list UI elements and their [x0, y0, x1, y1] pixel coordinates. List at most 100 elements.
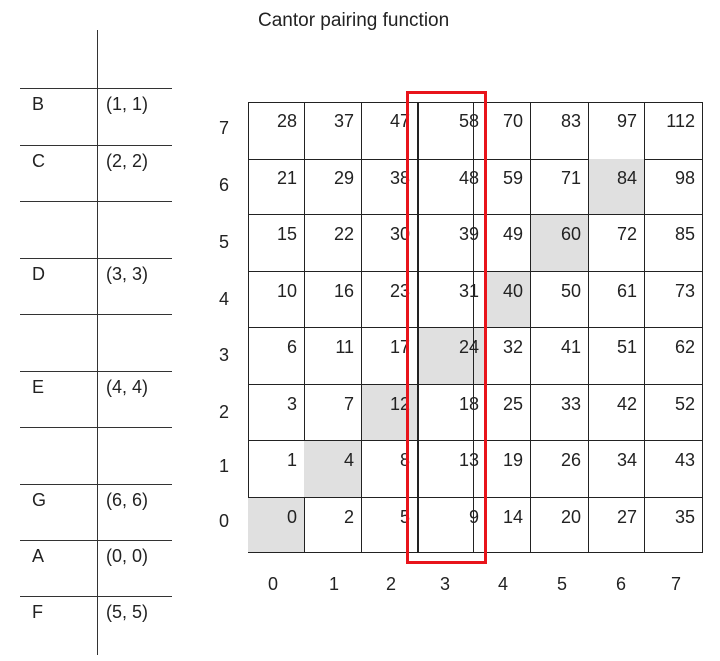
row-label: 1 — [218, 456, 229, 476]
grid-cell: 34 — [589, 441, 645, 498]
pair-table-row-line — [20, 427, 172, 428]
pair-table-letter: B — [32, 94, 45, 114]
grid-cell: 32 — [487, 328, 531, 385]
pair-table-pair: (5, 5) — [106, 602, 149, 622]
grid-cell: 26 — [531, 441, 589, 498]
grid-cell: 1 — [248, 441, 305, 498]
column-label: 1 — [328, 574, 339, 594]
grid-cell: 18 — [418, 385, 487, 441]
grid-cell: 71 — [531, 159, 589, 215]
pair-table-pair: (2, 2) — [106, 151, 149, 171]
row-label: 6 — [218, 175, 229, 195]
pair-table-pair: (4, 4) — [106, 377, 149, 397]
grid-cell: 0 — [248, 498, 305, 553]
pair-table-pair: (6, 6) — [106, 490, 149, 510]
grid-cell: 25 — [487, 385, 531, 441]
grid-cell: 61 — [589, 272, 645, 328]
grid-cell: 12 — [362, 385, 418, 441]
grid-cell: 43 — [645, 441, 703, 498]
grid-cell: 58 — [418, 102, 487, 160]
grid-cell: 73 — [645, 272, 703, 328]
grid-cell: 47 — [362, 102, 418, 160]
grid-cell: 22 — [304, 215, 362, 272]
grid-cell: 83 — [531, 102, 589, 160]
grid-cell: 33 — [531, 385, 589, 441]
pair-table-row-line — [20, 88, 172, 89]
grid-cell: 5 — [362, 498, 418, 553]
grid-cell: 19 — [487, 441, 531, 498]
grid-cell: 31 — [418, 272, 487, 328]
grid-cell: 27 — [589, 498, 645, 553]
column-label: 4 — [497, 574, 508, 594]
row-label: 3 — [218, 345, 229, 365]
grid-cell: 16 — [304, 272, 362, 328]
grid-cell: 24 — [418, 328, 487, 385]
grid-cell: 21 — [248, 159, 305, 215]
grid-cell: 97 — [589, 102, 645, 160]
pair-table-letter: F — [32, 602, 43, 622]
grid-cell: 70 — [487, 102, 531, 160]
grid-cell: 98 — [645, 159, 703, 215]
grid-cell: 72 — [589, 215, 645, 272]
grid-cell: 62 — [645, 328, 703, 385]
grid-cell: 37 — [304, 102, 362, 160]
pair-table-row-line — [20, 314, 172, 315]
grid-cell: 85 — [645, 215, 703, 272]
grid-cell: 29 — [304, 159, 362, 215]
column-label: 0 — [267, 574, 278, 594]
pair-table-row-line — [20, 596, 172, 597]
grid-cell: 41 — [531, 328, 589, 385]
grid-cell: 17 — [362, 328, 418, 385]
pair-table-letter: G — [32, 490, 47, 510]
pair-table-row-line — [20, 145, 172, 146]
column-label: 6 — [615, 574, 626, 594]
pair-table-pair: (0, 0) — [106, 546, 149, 566]
grid-cell: 3 — [248, 385, 305, 441]
pair-table-row-line — [20, 201, 172, 202]
grid-cell: 2 — [304, 498, 362, 553]
row-label: 7 — [218, 118, 229, 138]
column-label: 7 — [670, 574, 681, 594]
pair-table-letter: D — [32, 264, 45, 284]
grid-cell: 15 — [248, 215, 305, 272]
grid-cell: 48 — [418, 159, 487, 215]
grid-cell: 49 — [487, 215, 531, 272]
row-label: 0 — [218, 511, 229, 531]
column-label: 5 — [556, 574, 567, 594]
grid-cell: 38 — [362, 159, 418, 215]
grid-cell: 4 — [304, 441, 362, 498]
pair-table-row-line — [20, 371, 172, 372]
grid-cell: 35 — [645, 498, 703, 553]
grid-cell: 84 — [589, 159, 645, 215]
pair-table-pair: (3, 3) — [106, 264, 149, 284]
grid-cell: 42 — [589, 385, 645, 441]
grid-cell: 14 — [487, 498, 531, 553]
grid-cell: 112 — [645, 102, 703, 160]
pair-table-letter: A — [32, 546, 45, 566]
grid-cell: 6 — [248, 328, 305, 385]
row-label: 2 — [218, 402, 229, 422]
pair-table-row-line — [20, 258, 172, 259]
row-label: 4 — [218, 289, 229, 309]
page-title: Cantor pairing function — [258, 10, 450, 31]
grid-cell: 7 — [304, 385, 362, 441]
grid-cell: 13 — [418, 441, 487, 498]
row-label: 5 — [218, 232, 229, 252]
pair-table-pair: (1, 1) — [106, 94, 149, 114]
column-label: 2 — [385, 574, 396, 594]
grid-cell: 60 — [531, 215, 589, 272]
grid-cell: 8 — [362, 441, 418, 498]
pair-table-letter: C — [32, 151, 45, 171]
pair-table-row-line — [20, 484, 172, 485]
grid-cell: 40 — [487, 272, 531, 328]
column-label: 3 — [439, 574, 450, 594]
grid-cell: 39 — [418, 215, 487, 272]
grid-cell: 59 — [487, 159, 531, 215]
grid-cell: 51 — [589, 328, 645, 385]
grid-cell: 30 — [362, 215, 418, 272]
cantor-grid: 28 37 47 58 70 83 97 112 21 29 38 48 59 71 84 98 15 22 30 3… — [248, 102, 703, 553]
grid-cell: 52 — [645, 385, 703, 441]
grid-cell: 10 — [248, 272, 305, 328]
pair-table-letter: E — [32, 377, 45, 397]
grid-cell: 9 — [418, 498, 487, 553]
